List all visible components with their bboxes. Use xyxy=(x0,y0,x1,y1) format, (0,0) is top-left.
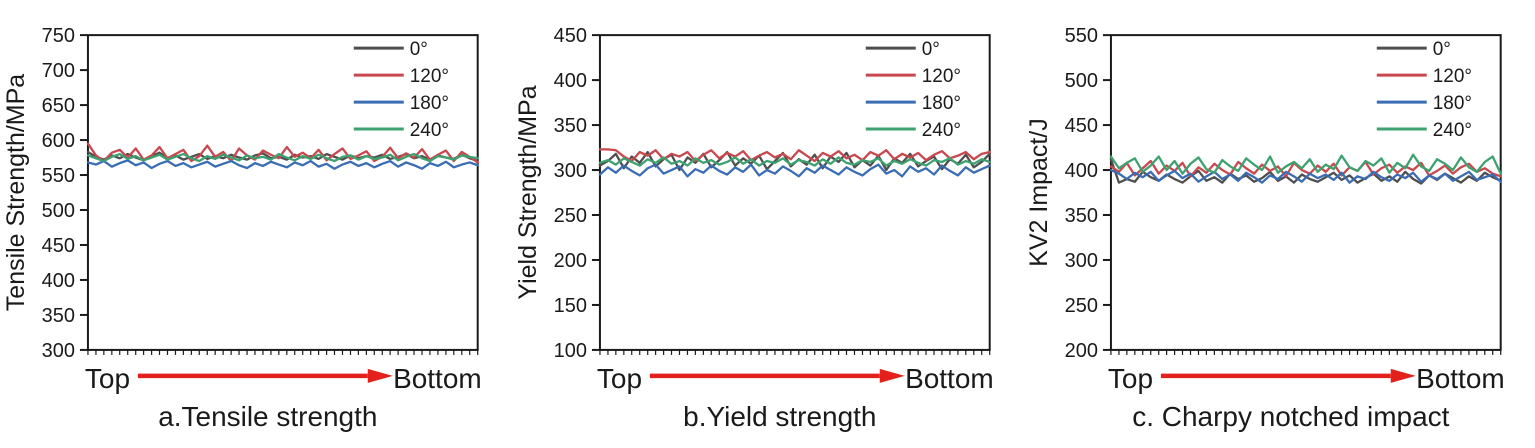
legend-label-240°: 240° xyxy=(1433,120,1472,141)
x-end-label: Bottom xyxy=(905,363,994,394)
y-axis-tick-label: 550 xyxy=(1065,25,1098,47)
panel-b-yield-strength: 100 150 200 250 300 350 400 450 0° 120° 180° 240° Yi… xyxy=(512,0,1024,448)
y-axis-tick-label: 550 xyxy=(42,165,75,187)
x-start-label: Top xyxy=(597,363,642,394)
y-axis-tick-label: 700 xyxy=(42,60,75,82)
legend-label-120°: 120° xyxy=(1433,66,1472,87)
y-axis-tick-label: 450 xyxy=(42,235,75,257)
series-line-120° xyxy=(1110,159,1503,178)
panel-c-charpy-impact: 200 250 300 350 400 450 500 550 0° 120° 180° 240° KV… xyxy=(1023,0,1535,448)
legend-label-0°: 0° xyxy=(1433,39,1451,60)
y-axis-tick-label: 200 xyxy=(553,250,586,272)
y-axis-title: KV2 Impact/J xyxy=(1025,118,1053,266)
y-axis-tick-label: 450 xyxy=(1065,115,1098,137)
y-axis-tick-label: 100 xyxy=(553,340,586,362)
y-axis-title: Yield Strength/MPa xyxy=(514,85,542,299)
plot-border xyxy=(598,34,991,351)
chart-caption: b.Yield strength xyxy=(683,401,876,432)
chart-c-charpy-impact: 200 250 300 350 400 450 500 550 0° 120° 180° 240° KV… xyxy=(1025,25,1505,432)
y-axis-tick-label: 400 xyxy=(553,70,586,92)
series-line-180° xyxy=(1110,168,1503,184)
y-axis-tick-label: 150 xyxy=(553,295,586,317)
y-axis-tick-label: 350 xyxy=(1065,205,1098,227)
y-axis-tick-label: 250 xyxy=(1065,295,1098,317)
series-line-120° xyxy=(86,142,479,164)
y-axis-tick-label: 400 xyxy=(1065,160,1098,182)
y-axis-tick-label: 450 xyxy=(553,25,586,47)
x-direction-arrow-head xyxy=(367,368,393,383)
legend-label-0°: 0° xyxy=(921,39,939,60)
x-direction-arrow-head xyxy=(879,368,905,383)
legend-label-240°: 240° xyxy=(410,120,449,141)
x-end-label: Bottom xyxy=(1416,363,1505,394)
y-axis-tick-label: 300 xyxy=(553,160,586,182)
y-axis-tick-label: 750 xyxy=(42,25,75,47)
legend-label-0°: 0° xyxy=(410,39,428,60)
y-axis-tick-label: 600 xyxy=(42,130,75,152)
y-axis-tick-label: 650 xyxy=(42,95,75,117)
y-axis-tick-label: 300 xyxy=(42,340,75,362)
y-axis-tick-label: 200 xyxy=(1065,340,1098,362)
chart-a-tensile-strength: 300 350 400 450 500 550 600 650 700 750 0° 120° 180°… xyxy=(2,25,482,432)
series-line-240° xyxy=(86,152,479,163)
x-direction-arrow-head xyxy=(1391,368,1417,383)
chart-caption: c. Charpy notched impact xyxy=(1133,401,1450,432)
y-axis-title: Tensile Strength/MPa xyxy=(2,74,30,311)
chart-caption: a.Tensile strength xyxy=(158,401,377,432)
legend-label-180°: 180° xyxy=(921,93,960,114)
y-axis-tick-label: 250 xyxy=(553,205,586,227)
y-axis-tick-label: 400 xyxy=(42,270,75,292)
legend-label-240°: 240° xyxy=(921,120,960,141)
legend-label-180°: 180° xyxy=(410,93,449,114)
series-line-240° xyxy=(1110,153,1503,175)
plot-border xyxy=(86,34,479,351)
y-axis-tick-label: 350 xyxy=(553,115,586,137)
chart-b-yield-strength: 100 150 200 250 300 350 400 450 0° 120° 180° 240° Yi… xyxy=(514,25,994,432)
x-end-label: Bottom xyxy=(393,363,482,394)
y-axis-tick-label: 500 xyxy=(42,200,75,222)
series-line-180° xyxy=(598,163,991,178)
x-start-label: Top xyxy=(1108,363,1153,394)
legend-label-120°: 120° xyxy=(410,66,449,87)
legend-label-120°: 120° xyxy=(921,66,960,87)
series-line-180° xyxy=(86,159,479,170)
x-start-label: Top xyxy=(85,363,130,394)
y-axis-tick-label: 350 xyxy=(42,305,75,327)
plot-border xyxy=(1110,34,1503,351)
y-axis-tick-label: 500 xyxy=(1065,70,1098,92)
panel-a-tensile-strength: 300 350 400 450 500 550 600 650 700 750 0° 120° 180°… xyxy=(0,0,512,448)
y-axis-tick-label: 300 xyxy=(1065,250,1098,272)
series-line-240° xyxy=(598,156,991,167)
legend-label-180°: 180° xyxy=(1433,93,1472,114)
